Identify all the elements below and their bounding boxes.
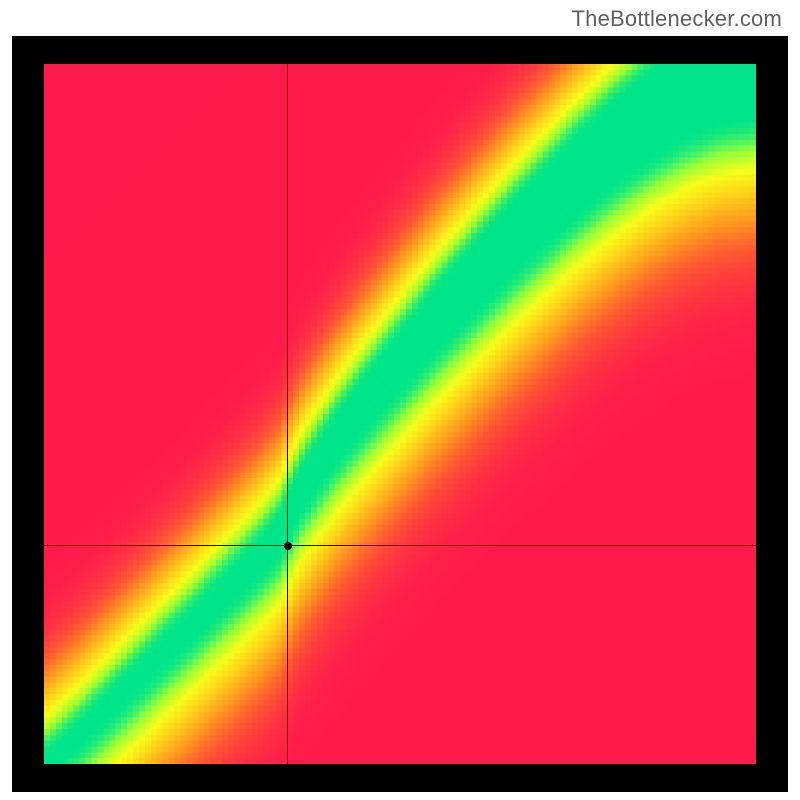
crosshair-horizontal (44, 545, 756, 546)
watermark-text: TheBottlenecker.com (572, 6, 782, 32)
chart-container: TheBottlenecker.com (0, 0, 800, 800)
heatmap-canvas (44, 64, 756, 764)
crosshair-marker-dot (284, 542, 292, 550)
crosshair-vertical (287, 64, 288, 764)
